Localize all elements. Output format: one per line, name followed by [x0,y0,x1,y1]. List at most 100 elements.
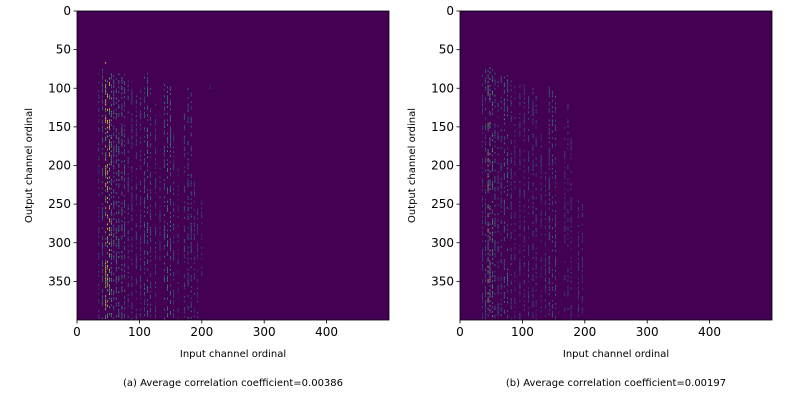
heatmap-cell [102,139,103,142]
heatmap-cell [187,116,189,119]
heatmap-cell [519,269,521,271]
heatmap-cell [102,86,103,89]
heatmap-cell [532,301,534,303]
heatmap-cell [510,192,512,195]
heatmap-cell [190,277,192,280]
heatmap-cell [159,255,161,258]
heatmap-cell [127,159,129,162]
heatmap-cell [519,251,521,254]
heatmap-cell [150,233,152,236]
heatmap-cell [497,312,499,314]
heatmap-cell [113,154,115,156]
heatmap-cell [581,215,583,217]
heatmap-cell [109,286,110,289]
heatmap-cell [487,235,489,237]
heatmap-cell [494,134,496,137]
heatmap-cell [482,101,483,104]
heatmap-cell [127,80,129,83]
heatmap-cell [555,260,556,263]
heatmap-cell [532,133,534,136]
heatmap-cell [487,230,489,233]
heatmap-cell [147,222,148,225]
heatmap-cell [193,229,195,232]
heatmap-cell [570,287,572,290]
heatmap-cell [523,225,525,227]
heatmap-cell [115,201,117,203]
heatmap-cell [503,162,505,165]
heatmap-cell [510,183,512,186]
heatmap-cell [127,137,129,140]
heatmap-cell [485,123,486,126]
heatmap-cell [105,231,107,234]
heatmap-band [540,134,542,313]
heatmap-cell [110,262,112,265]
heatmap-cell [127,188,129,191]
heatmap-cell [519,167,521,170]
heatmap-cell [115,113,117,115]
heatmap-cell [528,227,530,230]
heatmap-cell [107,93,108,96]
heatmap-cell [159,233,161,236]
heatmap-cell [567,275,569,278]
heatmap-cell [121,209,123,211]
heatmap-cell [110,271,112,274]
heatmap-cell [173,151,175,153]
heatmap-cell [121,125,123,128]
heatmap-cell [98,264,100,266]
heatmap-cell [548,104,550,106]
heatmap-cell [514,317,516,320]
heatmap-cell [110,211,112,214]
heatmap-cell [127,252,129,254]
heatmap-cell [98,235,100,238]
heatmap-cell [532,268,534,270]
heatmap-cell [485,308,486,311]
heatmap-cell [107,315,108,318]
heatmap-cell [535,122,537,125]
heatmap-cell [173,296,175,299]
heatmap-cell [567,220,569,223]
heatmap-cell [514,150,516,153]
heatmap-cell [492,251,493,254]
heatmap-cell [528,225,530,228]
heatmap-cell [115,291,117,294]
heatmap-cell [535,104,537,107]
heatmap-cell [197,316,198,319]
heatmap-cell [497,261,499,264]
heatmap-cell [187,121,189,124]
heatmap-cell [163,280,165,282]
heatmap-cell [510,157,512,160]
heatmap-cell [507,224,508,227]
heatmap-cell [140,209,142,212]
heatmap-cell [118,113,120,115]
heatmap-cell [131,89,133,92]
heatmap-cell [105,196,107,198]
heatmap-cell [548,148,550,150]
heatmap-cell [567,226,569,229]
heatmap-cell [190,105,192,108]
heatmap-cell [532,296,534,299]
heatmap-cell [503,278,505,281]
heatmap-cell [532,197,534,200]
heatmap-cell [555,219,556,221]
heatmap-cell [187,237,189,240]
heatmap-cell [492,163,493,166]
heatmap-cell [578,288,579,291]
heatmap-cell [514,117,516,120]
heatmap-cell [105,213,107,216]
heatmap-cell [107,276,108,279]
heatmap-cell [197,292,198,294]
heatmap-cell [170,132,171,135]
heatmap-cell [545,178,546,181]
heatmap-cell [564,261,566,263]
heatmap-cell [155,306,157,308]
heatmap-cell [523,84,525,87]
heatmap-cell [548,293,550,296]
heatmap-cell [147,176,148,178]
heatmap-cell [489,254,491,257]
heatmap-cell [485,240,486,243]
heatmap-cell [482,198,483,200]
heatmap-cell [519,97,521,100]
heatmap-cell [197,311,198,314]
heatmap-cell [187,182,189,185]
heatmap-cell [551,161,553,164]
